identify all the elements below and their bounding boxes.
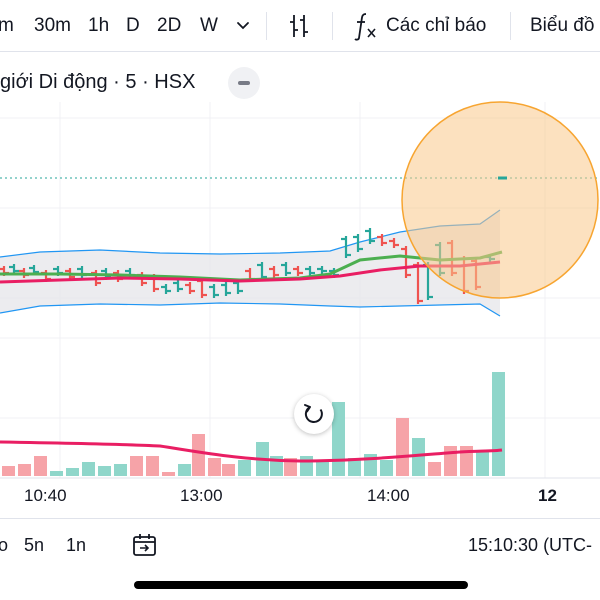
volume-bar [238, 460, 251, 476]
volume-moving-average [0, 440, 503, 463]
volume-bar [18, 464, 31, 476]
bar-chart-type-icon[interactable] [286, 12, 312, 40]
volume-bar [178, 464, 191, 476]
range-5-days-button[interactable]: 5n [24, 535, 45, 555]
candle [185, 282, 195, 294]
interval-30m[interactable]: 30m [34, 15, 71, 36]
interval-minute[interactable]: m [0, 15, 14, 36]
time-axis-label: 10:40 [24, 486, 67, 505]
go-to-date-icon[interactable] [130, 530, 160, 560]
volume-bar [222, 464, 235, 476]
timezone-clock[interactable]: 15:10:30 (UTC- [468, 535, 593, 555]
candle [209, 284, 219, 298]
symbol-legend: giới Di động · 5 · HSX [0, 62, 600, 102]
candle [281, 262, 291, 276]
candle [341, 236, 351, 258]
volume-bar [34, 456, 47, 476]
volume-bar [284, 458, 297, 476]
touch-highlight-circle [401, 101, 599, 299]
volume-bar [348, 458, 361, 476]
volume-bar [460, 446, 473, 476]
reset-chart-button[interactable] [294, 394, 334, 434]
time-axis-label: 13:00 [180, 486, 223, 505]
candle [305, 266, 315, 276]
range-1-day-button[interactable]: 1n [66, 535, 87, 555]
toolbar-divider [510, 12, 511, 40]
candle [353, 234, 363, 252]
toolbar-divider [332, 12, 333, 40]
volume-bar [98, 466, 111, 476]
volume-bar [2, 466, 15, 476]
volume-bar [114, 464, 127, 476]
interval-d[interactable]: D [126, 15, 140, 36]
candle [257, 262, 267, 280]
time-axis-label: 14:00 [367, 486, 410, 505]
volume-bar [146, 456, 159, 476]
symbol-title[interactable]: giới Di động · 5 · HSX [0, 71, 196, 93]
candle [9, 264, 19, 274]
bollinger-lower [0, 302, 501, 317]
toolbar-divider [266, 12, 267, 40]
price-chart[interactable] [0, 0, 600, 518]
volume-bar [50, 471, 63, 476]
volume-bar [192, 434, 205, 476]
candle [161, 284, 171, 294]
candle [377, 234, 387, 246]
volume-bar [428, 462, 441, 476]
volume-bar [476, 452, 489, 476]
bottom-toolbar: o 5n 1n 15:10:30 (UTC- [0, 518, 600, 570]
candle [221, 282, 231, 296]
volume-bar [492, 372, 505, 476]
candle [401, 246, 411, 278]
time-axis-label: 12 [538, 486, 557, 505]
volume-bar [444, 446, 457, 476]
candle [365, 228, 375, 244]
legend-collapse-button[interactable] [228, 67, 260, 99]
volume-bar [316, 462, 329, 476]
chevron-down-icon[interactable] [234, 16, 252, 34]
volume-bar [412, 438, 425, 476]
indicators-fx-icon[interactable] [352, 11, 378, 41]
volume-bar [130, 456, 143, 476]
home-indicator [134, 581, 468, 589]
indicators-button[interactable]: Các chỉ báo [386, 15, 487, 36]
chart-type-button[interactable]: Biểu đồ [530, 15, 595, 36]
volume-bar [380, 460, 393, 476]
rotate-icon [304, 404, 323, 423]
volume-bar [66, 468, 79, 476]
bollinger-fill [0, 210, 500, 316]
candle [317, 266, 327, 274]
volume-bar [208, 458, 221, 476]
volume-bar [396, 418, 409, 476]
chart-toolbar: m 30m 1h D 2D W Các chỉ báo Biểu đồ [0, 0, 600, 52]
interval-1h[interactable]: 1h [88, 15, 110, 36]
candle [269, 266, 279, 278]
interval-2d[interactable]: 2D [157, 15, 182, 36]
volume-bar [82, 462, 95, 476]
interval-w[interactable]: W [200, 15, 218, 36]
candle [293, 266, 303, 276]
volume-bar [332, 402, 345, 476]
range-button[interactable]: o [0, 535, 9, 555]
volume-bar [300, 456, 313, 476]
candle [173, 280, 183, 292]
volume-bar [162, 472, 175, 476]
candle [389, 238, 399, 248]
